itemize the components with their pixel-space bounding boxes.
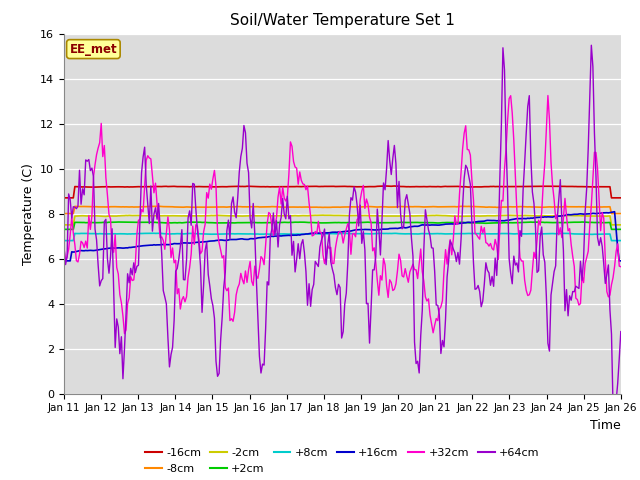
-16cm — [617, 195, 625, 201]
-2cm — [244, 213, 252, 219]
+8cm — [305, 231, 313, 237]
+64cm — [254, 314, 262, 320]
-8cm — [60, 211, 68, 216]
-2cm — [129, 213, 136, 218]
+64cm — [588, 42, 595, 48]
+64cm — [611, 418, 618, 424]
Line: +64cm: +64cm — [64, 45, 621, 421]
-16cm — [129, 184, 136, 190]
-8cm — [617, 211, 625, 216]
-2cm — [254, 213, 262, 219]
+2cm — [246, 220, 254, 226]
+16cm — [129, 244, 136, 250]
Y-axis label: Temperature (C): Temperature (C) — [22, 163, 35, 264]
-2cm — [617, 222, 625, 228]
Line: +16cm: +16cm — [64, 212, 621, 261]
Legend: -16cm, -8cm, -2cm, +2cm, +8cm, +16cm, +32cm, +64cm: -16cm, -8cm, -2cm, +2cm, +8cm, +16cm, +3… — [141, 444, 544, 478]
+32cm — [60, 244, 68, 250]
-16cm — [60, 195, 68, 201]
+2cm — [305, 220, 313, 226]
-2cm — [60, 222, 68, 228]
-8cm — [588, 204, 595, 210]
-16cm — [390, 183, 398, 189]
-2cm — [588, 213, 595, 219]
+16cm — [617, 258, 625, 264]
-8cm — [255, 204, 263, 210]
+32cm — [544, 93, 552, 98]
+2cm — [617, 227, 625, 232]
Line: -16cm: -16cm — [64, 186, 621, 198]
+8cm — [129, 231, 136, 237]
-8cm — [228, 204, 236, 210]
-2cm — [303, 213, 311, 218]
+8cm — [60, 238, 68, 243]
-8cm — [305, 204, 313, 210]
+64cm — [586, 93, 594, 99]
+2cm — [588, 219, 595, 225]
+16cm — [586, 211, 594, 217]
Line: +32cm: +32cm — [64, 96, 621, 334]
+32cm — [589, 177, 596, 182]
Title: Soil/Water Temperature Set 1: Soil/Water Temperature Set 1 — [230, 13, 455, 28]
Line: +2cm: +2cm — [64, 222, 621, 229]
-16cm — [226, 184, 234, 190]
+32cm — [121, 331, 129, 336]
+8cm — [588, 231, 595, 237]
+8cm — [228, 231, 236, 237]
-16cm — [244, 183, 252, 189]
+16cm — [254, 235, 262, 241]
+32cm — [246, 259, 254, 264]
Line: +8cm: +8cm — [64, 233, 621, 240]
+2cm — [255, 220, 263, 226]
-8cm — [246, 204, 254, 210]
+64cm — [244, 170, 252, 176]
-16cm — [303, 183, 311, 189]
+2cm — [60, 227, 68, 232]
-16cm — [588, 184, 595, 190]
+64cm — [129, 272, 136, 278]
+8cm — [255, 231, 263, 237]
+64cm — [617, 329, 625, 335]
Line: -2cm: -2cm — [64, 215, 621, 225]
+64cm — [60, 244, 68, 250]
+32cm — [617, 264, 625, 270]
+2cm — [130, 219, 138, 225]
+16cm — [244, 237, 252, 242]
+16cm — [226, 237, 234, 242]
-8cm — [153, 204, 161, 209]
+32cm — [130, 277, 138, 283]
+64cm — [226, 236, 234, 242]
-16cm — [254, 184, 262, 190]
-8cm — [129, 204, 136, 210]
+16cm — [611, 209, 618, 215]
+8cm — [246, 231, 254, 237]
+2cm — [115, 219, 122, 225]
Text: EE_met: EE_met — [70, 43, 117, 56]
+16cm — [303, 231, 311, 237]
+8cm — [147, 230, 155, 236]
X-axis label: Time: Time — [590, 419, 621, 432]
+32cm — [255, 266, 263, 272]
+2cm — [228, 220, 236, 226]
-2cm — [226, 213, 234, 219]
+64cm — [303, 302, 311, 308]
Line: -8cm: -8cm — [64, 206, 621, 214]
+32cm — [305, 200, 313, 205]
+16cm — [60, 258, 68, 264]
+8cm — [617, 238, 625, 243]
-2cm — [319, 212, 327, 218]
+32cm — [228, 316, 236, 322]
